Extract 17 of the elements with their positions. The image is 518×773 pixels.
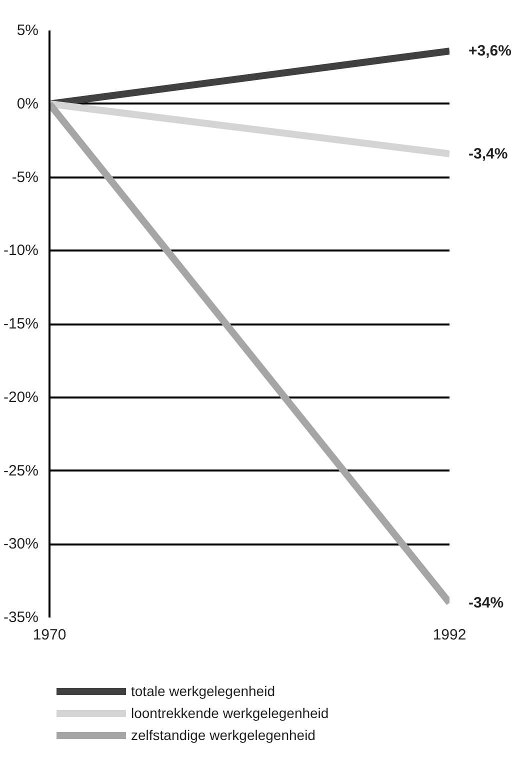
x-tick-label: 1992 <box>432 626 466 644</box>
y-tick-label: -10% <box>3 242 39 260</box>
y-tick-label: -25% <box>3 462 39 480</box>
legend-label: zelfstandige werkgelegenheid <box>131 727 316 743</box>
data-label: +3,6% <box>468 42 512 60</box>
y-tick-label: -20% <box>3 388 39 406</box>
x-tick-label: 1970 <box>32 626 66 644</box>
y-tick-label: -35% <box>3 609 39 626</box>
y-tick-label: -5% <box>12 168 39 186</box>
y-tick-label: 5% <box>16 22 39 39</box>
data-label: -3,4% <box>468 145 508 162</box>
y-tick-label: -15% <box>3 316 39 332</box>
y-tick-label: -30% <box>3 536 39 553</box>
data-label: -34% <box>468 594 504 612</box>
legend-label: loontrekkende werkgelegenheid <box>131 705 329 721</box>
y-tick-label: 0% <box>16 95 39 112</box>
legend-label: totale werkgelegenheid <box>131 683 275 699</box>
